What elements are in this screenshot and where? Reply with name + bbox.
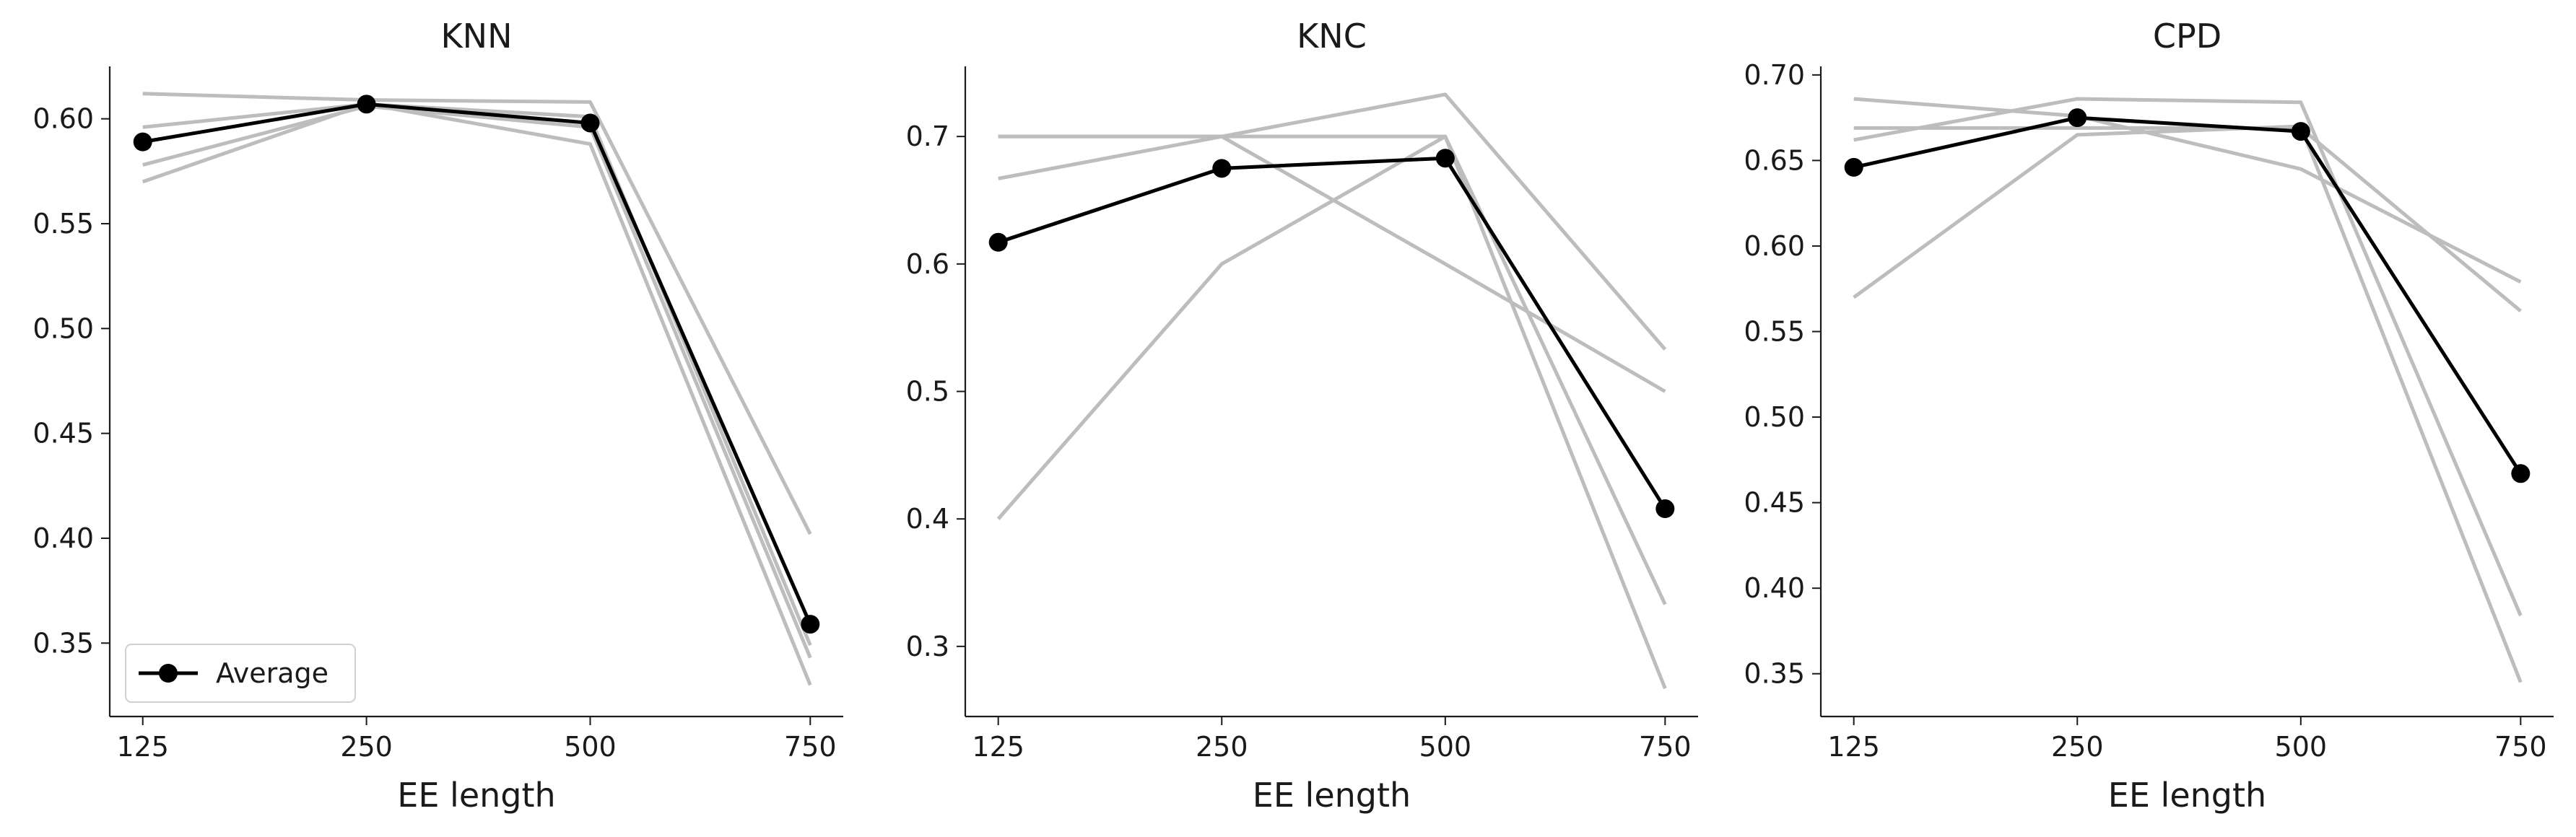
y-tick-label: 0.35: [32, 627, 94, 659]
average-point: [1655, 499, 1675, 519]
y-tick-label: 0.55: [32, 208, 94, 240]
average-point: [133, 132, 152, 152]
chart-title: CPD: [2153, 17, 2222, 56]
x-tick-label: 500: [2275, 731, 2328, 763]
x-tick-label: 750: [1639, 731, 1692, 763]
y-tick-label: 0.35: [1744, 658, 1805, 690]
legend-box: [125, 644, 356, 703]
background-series-line: [996, 134, 1667, 605]
background-series-line: [142, 92, 812, 535]
panel-knn: KNN 0.35 0.40 0.45 0.50 0.55 0.60 125 250 500 750 E…: [32, 17, 843, 815]
average-series-line: [997, 156, 1667, 510]
average-point: [988, 232, 1008, 252]
average-point: [1212, 159, 1232, 178]
y-tick-label: 0.50: [32, 312, 94, 344]
average-series-line: [1853, 115, 2523, 475]
x-tick-label: 500: [564, 731, 617, 763]
x-tick-label: 250: [1196, 731, 1248, 763]
average-point: [357, 95, 376, 114]
chart-title: KNN: [441, 17, 513, 56]
y-tick-label: 0.45: [32, 418, 94, 450]
background-series-line: [998, 134, 1666, 393]
background-series-line: [1853, 97, 2522, 284]
average-point: [801, 615, 820, 634]
y-tick-label: 0.60: [32, 103, 94, 135]
background-series-line: [1853, 126, 2522, 312]
y-tick-label: 0.3: [906, 631, 949, 662]
y-tick-label: 0.7: [906, 120, 949, 152]
y-tick-label: 0.40: [32, 522, 94, 554]
x-axis-label: EE length: [1253, 776, 1411, 815]
y-tick-label: 0.5: [906, 376, 949, 408]
background-series-line: [142, 102, 812, 647]
background-series-line: [998, 134, 1667, 690]
panel-knc: KNC 0.3 0.4 0.5 0.6 0.7 125 250 500 750 EE length: [906, 17, 1698, 815]
average-point: [1844, 157, 1863, 177]
x-tick-label: 250: [2051, 731, 2104, 763]
panel-cpd: CPD 0.35 0.40 0.45 0.50 0.55 0.60 0.65 0.70 125 25…: [1744, 17, 2554, 815]
y-tick-label: 0.60: [1744, 230, 1805, 262]
x-axis-label: EE length: [2108, 776, 2266, 815]
x-tick-label: 250: [340, 731, 393, 763]
background-series-line: [1853, 97, 2523, 617]
average-series-line: [142, 102, 812, 626]
legend-marker-swatch: [159, 664, 178, 683]
x-tick-label: 750: [784, 731, 837, 763]
x-tick-label: 500: [1419, 731, 1472, 763]
y-tick-label: 0.70: [1744, 59, 1805, 91]
average-point: [2511, 464, 2531, 483]
y-tick-label: 0.6: [906, 248, 949, 280]
background-series-line: [998, 92, 1667, 351]
average-point: [2291, 122, 2310, 141]
y-tick-label: 0.55: [1744, 316, 1805, 348]
average-point: [1435, 149, 1455, 168]
y-tick-label: 0.50: [1744, 401, 1805, 433]
y-tick-label: 0.65: [1744, 144, 1805, 176]
y-tick-label: 0.45: [1744, 487, 1805, 519]
y-tick-label: 0.4: [906, 503, 949, 535]
background-series-line: [142, 104, 812, 659]
average-point: [2068, 108, 2087, 128]
background-series-line: [1853, 124, 2523, 683]
chart-title: KNC: [1297, 17, 1367, 56]
x-tick-label: 125: [1827, 731, 1880, 763]
y-tick-label: 0.40: [1744, 572, 1805, 604]
x-tick-label: 125: [972, 731, 1024, 763]
background-series-line: [142, 102, 812, 686]
x-tick-label: 750: [2494, 731, 2547, 763]
legend-label: Average: [216, 657, 328, 689]
x-tick-label: 125: [116, 731, 169, 763]
x-axis-label: EE length: [397, 776, 555, 815]
average-point: [580, 113, 600, 133]
